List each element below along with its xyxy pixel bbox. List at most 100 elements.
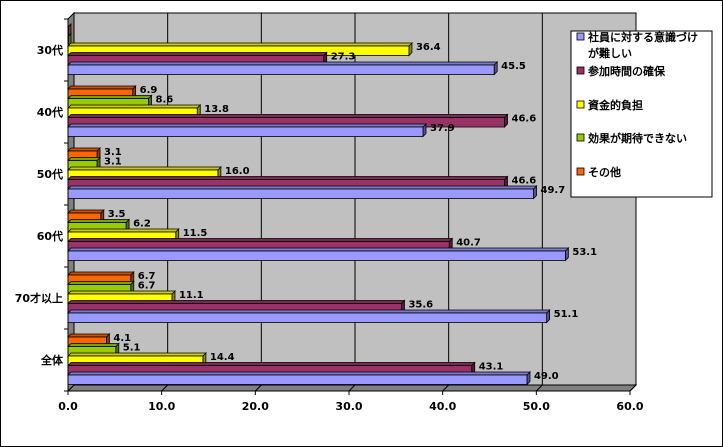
bar-top <box>67 185 538 190</box>
gridline-floor <box>442 384 450 392</box>
bar-top <box>67 343 120 347</box>
gridline-floor <box>535 384 543 392</box>
bar-top <box>67 95 153 99</box>
bars <box>67 23 570 386</box>
data-label: 46.6 <box>511 175 536 186</box>
data-label: 35.6 <box>408 299 433 310</box>
bar-top <box>67 309 551 314</box>
data-label: 6.7 <box>138 280 156 291</box>
bar-top <box>67 371 531 376</box>
data-label: 11.5 <box>183 228 208 239</box>
bar-top <box>67 333 111 338</box>
legend-label: 資金的負担 <box>588 98 643 112</box>
data-label: 6.9 <box>140 85 158 96</box>
bar-top <box>67 300 406 304</box>
x-tick-label: 0.0 <box>58 400 78 413</box>
bar <box>67 374 528 385</box>
bar-top <box>67 114 509 118</box>
bar-top <box>67 176 509 180</box>
y-category-label: 60代 <box>37 229 63 243</box>
x-tick-label: 40.0 <box>429 400 456 413</box>
legend-label: 効果が期待できない <box>588 131 687 145</box>
gridlines <box>161 13 637 392</box>
data-label: 43.1 <box>479 361 504 372</box>
data-label: 49.0 <box>534 371 559 382</box>
bar-top <box>67 147 102 152</box>
data-label: 16.0 <box>225 166 250 177</box>
bar-top <box>67 85 137 90</box>
data-label: 6.7 <box>138 271 156 282</box>
legend-label: 参加時間の確保 <box>588 64 666 78</box>
bar-top <box>67 238 454 242</box>
data-label: 51.1 <box>554 309 579 320</box>
data-label: 3.1 <box>104 156 122 167</box>
data-label: 5.1 <box>123 342 141 353</box>
data-label: 46.6 <box>511 113 536 124</box>
bar-top <box>67 281 135 285</box>
x-axis: 0.0 10.0 20.0 30.0 40.0 50.0 60.0 <box>58 390 644 413</box>
bar-top <box>67 23 72 28</box>
data-labels: 36.4 27.3 45.5 6.98.6 13.8 46.6 37.9 3.13.1 16.0… <box>104 42 597 382</box>
legend-swatch <box>576 100 585 109</box>
y-category-label: 30代 <box>37 43 63 57</box>
bar <box>67 126 424 137</box>
legend-swatch <box>576 66 585 75</box>
bar-top <box>67 247 570 252</box>
legend-box <box>570 30 713 198</box>
bar <box>67 188 534 199</box>
bar <box>67 64 495 75</box>
legend-label: その他 <box>588 165 621 179</box>
bar-top <box>67 166 222 171</box>
x-tick-label: 10.0 <box>148 400 175 413</box>
bar-top <box>67 104 202 109</box>
data-label: 11.1 <box>179 290 204 301</box>
data-label: 3.1 <box>104 147 122 158</box>
bar-top <box>67 123 427 128</box>
data-label: 45.5 <box>501 61 526 72</box>
data-label: 4.1 <box>113 333 131 344</box>
bar <box>67 250 566 261</box>
bar-top <box>67 362 476 366</box>
data-label: 6.2 <box>133 218 151 229</box>
bar-top <box>67 352 207 357</box>
data-label: 3.5 <box>108 209 126 220</box>
y-category-label: 50代 <box>37 167 63 181</box>
x-tick-label: 50.0 <box>523 400 550 413</box>
gridline-floor <box>254 384 262 392</box>
data-label: 27.3 <box>331 51 356 62</box>
data-label: 36.4 <box>416 42 441 53</box>
data-label: 40.7 <box>456 237 481 248</box>
data-label: 8.6 <box>156 94 174 105</box>
legend-swatch <box>576 133 585 142</box>
bar-top <box>67 42 413 47</box>
x-tick-label: 30.0 <box>335 400 362 413</box>
data-label: 49.7 <box>541 185 566 196</box>
x-tick-label: 60.0 <box>616 400 643 413</box>
gridline-floor <box>348 384 356 392</box>
bar-top <box>67 209 105 214</box>
bar-top <box>67 157 102 161</box>
bar <box>67 312 548 323</box>
y-category-label: 40代 <box>37 105 63 119</box>
bar-top <box>67 52 328 56</box>
bar-top <box>67 61 499 66</box>
legend-label: 社員に対する意識づけ <box>587 30 698 44</box>
data-label: 53.1 <box>572 247 597 258</box>
legend-swatch <box>576 32 585 41</box>
gridline-floor <box>161 384 169 392</box>
bar-top <box>67 271 135 276</box>
y-category-label: 全体 <box>40 353 64 367</box>
y-category-label: 70才以上 <box>15 291 63 305</box>
data-label: 37.9 <box>430 123 455 134</box>
bar-top <box>67 219 131 223</box>
legend-label: が難しい <box>588 46 632 60</box>
data-label: 14.4 <box>210 352 235 363</box>
legend-swatch <box>576 167 585 176</box>
bar-top <box>67 290 176 295</box>
x-tick-label: 20.0 <box>242 400 269 413</box>
data-label: 13.8 <box>204 104 229 115</box>
bar-top <box>67 228 180 233</box>
